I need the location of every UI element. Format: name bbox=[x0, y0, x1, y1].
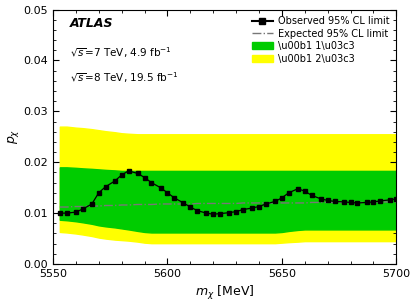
Legend: Observed 95% CL limit, Expected 95% CL limit, \u00b1 1\u03c3, \u00b1 2\u03c3: Observed 95% CL limit, Expected 95% CL l… bbox=[250, 14, 391, 66]
Y-axis label: $p_{\chi}$: $p_{\chi}$ bbox=[5, 129, 20, 144]
X-axis label: $m_{\chi}$ [MeV]: $m_{\chi}$ [MeV] bbox=[195, 285, 254, 302]
Text: $\sqrt{s}$=8 TeV, 19.5 fb$^{-1}$: $\sqrt{s}$=8 TeV, 19.5 fb$^{-1}$ bbox=[70, 71, 178, 85]
Text: ATLAS: ATLAS bbox=[70, 17, 114, 30]
Text: $\sqrt{s}$=7 TeV, 4.9 fb$^{-1}$: $\sqrt{s}$=7 TeV, 4.9 fb$^{-1}$ bbox=[70, 45, 172, 60]
